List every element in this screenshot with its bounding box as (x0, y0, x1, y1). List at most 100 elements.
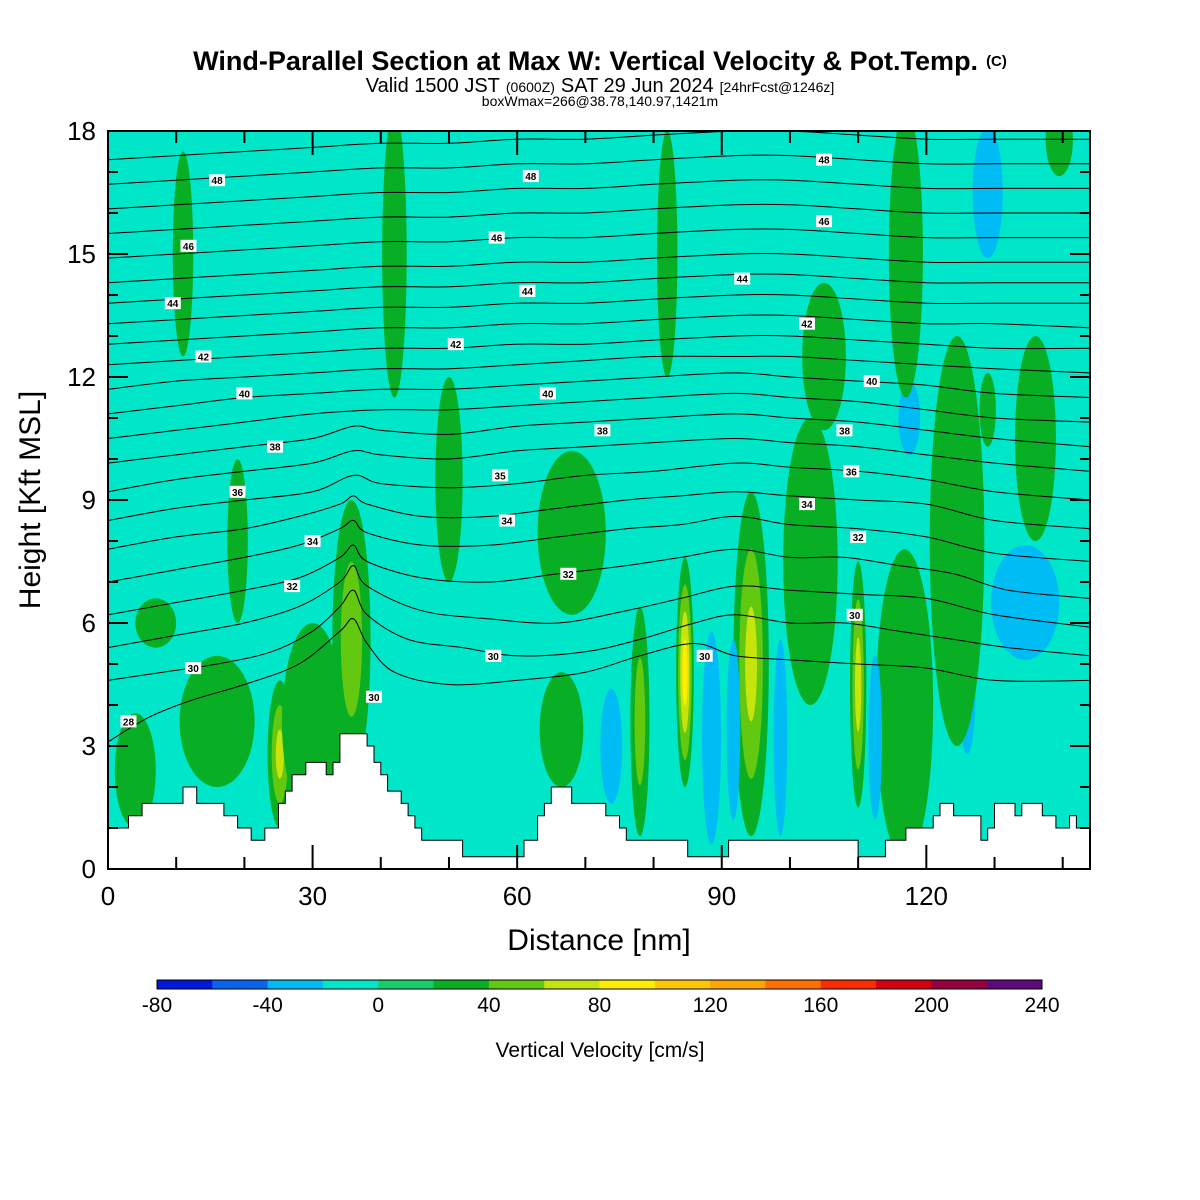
colorbar-swatch (931, 980, 988, 989)
isentrope-line (108, 589, 1090, 681)
contour-label-text: 48 (818, 156, 830, 167)
isentrope-line (108, 154, 1090, 185)
velocity-level (539, 672, 584, 787)
contour-label: 42 (798, 317, 815, 331)
colorbar-tick-label: 240 (1024, 994, 1059, 1017)
velocity-cell (802, 282, 846, 431)
contour-label-text: 34 (307, 537, 319, 548)
colorbar-swatch (267, 980, 324, 989)
contour-label-bg (304, 535, 321, 547)
velocity-level (340, 561, 363, 717)
velocity-level (656, 131, 678, 377)
contour-label: 38 (267, 440, 284, 454)
velocity-cell (979, 372, 996, 447)
velocity-level (537, 450, 606, 615)
velocity-cell (281, 623, 344, 820)
colorbar-swatch (157, 980, 213, 989)
isentrope-line (108, 515, 1090, 583)
colorbar-tick-label: -80 (142, 994, 172, 1017)
colorbar-swatch (986, 980, 1043, 989)
contour-label-text: 40 (866, 377, 878, 388)
velocity-cell (972, 131, 1003, 259)
isentrope-line (108, 618, 1090, 743)
velocity-cell (114, 713, 156, 828)
velocity-level (888, 131, 923, 398)
colorbar-swatch (654, 980, 711, 989)
velocity-level (1014, 336, 1056, 541)
contour-label-bg (846, 608, 863, 621)
contour-label: 28 (120, 715, 137, 728)
contour-label: 38 (836, 424, 853, 437)
contour-label: 30 (696, 649, 713, 663)
x-tick-label: 120 (905, 881, 948, 911)
contour-label-text: 38 (597, 426, 609, 437)
contour-label: 48 (816, 153, 833, 167)
colorbar-swatch (378, 980, 435, 989)
y-axis-label: Height [Kft MSL] (14, 391, 47, 609)
velocity-level (281, 623, 344, 820)
contour-label: 48 (209, 174, 226, 187)
contour-label-bg (734, 272, 751, 285)
velocity-level (972, 131, 1003, 259)
chart-subtitle: Valid 1500 JST (0600Z) SAT 29 Jun 2024 [24h… (366, 75, 835, 97)
contour-label-bg (696, 649, 713, 662)
contour-label-bg (594, 424, 611, 437)
velocity-level (991, 545, 1060, 660)
contour-label-bg (267, 440, 284, 453)
velocity-cell (849, 561, 867, 808)
y-tick-label: 12 (67, 362, 96, 392)
contour-label-text: 34 (801, 500, 813, 511)
colorbar-tick-label: 160 (803, 994, 838, 1017)
contour-label-text: 44 (522, 287, 534, 298)
colorbar-title: Vertical Velocity [cm/s] (496, 1039, 705, 1062)
velocity-cell (382, 131, 407, 398)
isentrope-line (108, 228, 1090, 259)
axis-ticks (107, 130, 1090, 870)
velocity-cell (227, 459, 248, 623)
contour-label: 46 (180, 239, 197, 253)
velocity-cell (135, 598, 177, 648)
colorbar-swatch (433, 980, 490, 989)
velocity-cell (179, 655, 255, 788)
velocity-cell (868, 655, 883, 820)
colorbar-swatch (876, 980, 932, 989)
contour-label-bg (850, 530, 867, 543)
contour-label: 30 (485, 649, 502, 663)
colorbar-swatch (544, 980, 600, 989)
colorbar-swatch (820, 980, 877, 989)
y-tick-label: 3 (82, 731, 96, 761)
contour-label-bg (836, 424, 853, 437)
y-tick-label: 6 (82, 608, 96, 638)
colorbar-tick-label: 0 (372, 994, 384, 1017)
colorbar-swatch (599, 980, 656, 989)
contour-label-bg (485, 649, 502, 662)
velocity-level (435, 377, 463, 582)
isentrope-line (108, 491, 1090, 550)
y-tick-label: 15 (67, 239, 96, 269)
isentrope-line (108, 462, 1090, 521)
contour-label-bg (229, 485, 246, 498)
velocity-level (600, 688, 623, 804)
contour-label: 36 (843, 465, 860, 478)
colorbar-tick-label: -40 (252, 994, 282, 1017)
colorbar-swatch (322, 980, 379, 989)
velocity-cell (676, 557, 694, 787)
velocity-level (854, 637, 862, 732)
contour-label: 44 (164, 297, 181, 310)
contour-label: 44 (519, 284, 536, 298)
isentrope-line (108, 334, 1090, 366)
contour-label-bg (185, 662, 202, 675)
contour-label: 32 (560, 567, 577, 581)
contour-label-text: 30 (368, 693, 380, 704)
contour-label-bg (365, 690, 382, 703)
isentrope-line (108, 355, 1090, 390)
vertical-velocity-field (114, 131, 1073, 861)
contour-label-bg (284, 580, 301, 593)
contour-label-bg (488, 231, 505, 244)
velocity-cell (898, 381, 921, 455)
contour-label-text: 32 (287, 582, 299, 593)
contour-label: 40 (863, 375, 880, 388)
contour-label-text: 46 (818, 217, 830, 228)
contour-label-bg (863, 375, 880, 388)
